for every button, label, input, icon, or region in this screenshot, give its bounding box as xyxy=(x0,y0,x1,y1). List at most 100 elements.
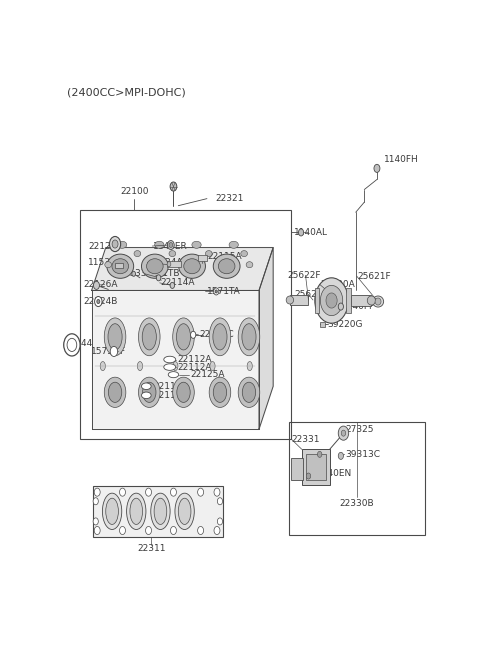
Text: 22129: 22129 xyxy=(88,242,117,251)
Ellipse shape xyxy=(164,364,176,370)
Text: 22112A: 22112A xyxy=(178,363,212,371)
Bar xyxy=(290,458,302,479)
Ellipse shape xyxy=(142,383,151,390)
Circle shape xyxy=(338,303,344,310)
Text: 1153EC: 1153EC xyxy=(88,258,123,267)
Ellipse shape xyxy=(139,377,160,407)
Ellipse shape xyxy=(169,251,176,257)
Ellipse shape xyxy=(213,324,227,350)
Ellipse shape xyxy=(108,383,122,402)
Ellipse shape xyxy=(169,242,173,248)
Ellipse shape xyxy=(146,259,163,274)
Circle shape xyxy=(317,451,322,457)
Polygon shape xyxy=(92,290,259,429)
Bar xyxy=(290,295,308,305)
Ellipse shape xyxy=(173,377,194,407)
Circle shape xyxy=(215,290,217,293)
Ellipse shape xyxy=(168,240,174,250)
Ellipse shape xyxy=(209,318,231,356)
Ellipse shape xyxy=(175,493,194,529)
Ellipse shape xyxy=(177,324,191,350)
Ellipse shape xyxy=(108,324,122,350)
Text: 22331: 22331 xyxy=(291,435,320,443)
Circle shape xyxy=(120,488,125,496)
Circle shape xyxy=(170,527,177,534)
Circle shape xyxy=(321,286,343,316)
Circle shape xyxy=(217,518,223,525)
Text: 22113A: 22113A xyxy=(153,382,188,391)
Bar xyxy=(351,295,372,305)
Bar xyxy=(305,455,326,479)
Circle shape xyxy=(198,488,204,496)
Text: 22114A: 22114A xyxy=(160,278,195,288)
Circle shape xyxy=(170,282,175,288)
Ellipse shape xyxy=(142,324,156,350)
Text: 22100: 22100 xyxy=(120,187,149,196)
Ellipse shape xyxy=(372,296,384,307)
Ellipse shape xyxy=(213,254,240,278)
Text: 39220G: 39220G xyxy=(327,320,362,329)
Ellipse shape xyxy=(155,241,164,248)
Text: 27325: 27325 xyxy=(346,424,374,434)
Ellipse shape xyxy=(118,241,127,248)
Circle shape xyxy=(214,527,220,534)
Polygon shape xyxy=(92,248,273,290)
Bar xyxy=(347,288,351,313)
Ellipse shape xyxy=(106,498,119,525)
Circle shape xyxy=(109,236,120,252)
Circle shape xyxy=(132,271,135,276)
Circle shape xyxy=(374,164,380,172)
Circle shape xyxy=(306,473,311,479)
Circle shape xyxy=(110,346,118,356)
Circle shape xyxy=(170,488,177,496)
Circle shape xyxy=(198,527,204,534)
Circle shape xyxy=(64,334,80,356)
Text: 22125A: 22125A xyxy=(190,370,225,379)
Text: 22134A: 22134A xyxy=(148,258,183,267)
Text: 39313C: 39313C xyxy=(346,450,381,459)
Ellipse shape xyxy=(142,392,151,399)
Ellipse shape xyxy=(247,362,252,371)
Circle shape xyxy=(315,278,348,323)
Ellipse shape xyxy=(173,362,178,371)
Ellipse shape xyxy=(173,318,194,356)
Text: 22126A: 22126A xyxy=(83,280,118,289)
Text: 1140AL: 1140AL xyxy=(294,228,328,237)
Text: 22113A: 22113A xyxy=(153,391,188,400)
Text: 22112A: 22112A xyxy=(178,355,212,364)
Text: 1140FH: 1140FH xyxy=(384,155,419,164)
Ellipse shape xyxy=(179,254,205,278)
Ellipse shape xyxy=(213,383,227,402)
Ellipse shape xyxy=(246,262,253,268)
Circle shape xyxy=(156,275,161,281)
Circle shape xyxy=(326,293,337,308)
Circle shape xyxy=(93,498,98,505)
Ellipse shape xyxy=(209,377,231,407)
Circle shape xyxy=(94,488,100,496)
Text: 1571TA: 1571TA xyxy=(206,287,240,296)
Circle shape xyxy=(120,527,125,534)
Text: 1573GF: 1573GF xyxy=(91,347,126,356)
Circle shape xyxy=(214,488,220,496)
Ellipse shape xyxy=(130,498,143,525)
Circle shape xyxy=(145,527,152,534)
Text: 22311: 22311 xyxy=(137,544,166,553)
Circle shape xyxy=(170,182,177,191)
Text: (2400CC>MPI-DOHC): (2400CC>MPI-DOHC) xyxy=(67,88,185,98)
Text: 22330B: 22330B xyxy=(339,498,374,508)
Ellipse shape xyxy=(229,241,239,248)
Bar xyxy=(302,449,330,485)
Ellipse shape xyxy=(134,251,141,257)
Ellipse shape xyxy=(375,298,381,305)
Ellipse shape xyxy=(164,356,176,363)
Text: 22133: 22133 xyxy=(119,269,147,278)
Circle shape xyxy=(67,339,77,352)
Text: 1571TB: 1571TB xyxy=(146,269,181,278)
Circle shape xyxy=(191,331,196,339)
Ellipse shape xyxy=(102,493,122,529)
Circle shape xyxy=(97,299,100,303)
Ellipse shape xyxy=(143,383,156,402)
Ellipse shape xyxy=(205,251,212,257)
Text: 1140EN: 1140EN xyxy=(317,468,353,477)
Text: 1140ER: 1140ER xyxy=(153,242,188,251)
